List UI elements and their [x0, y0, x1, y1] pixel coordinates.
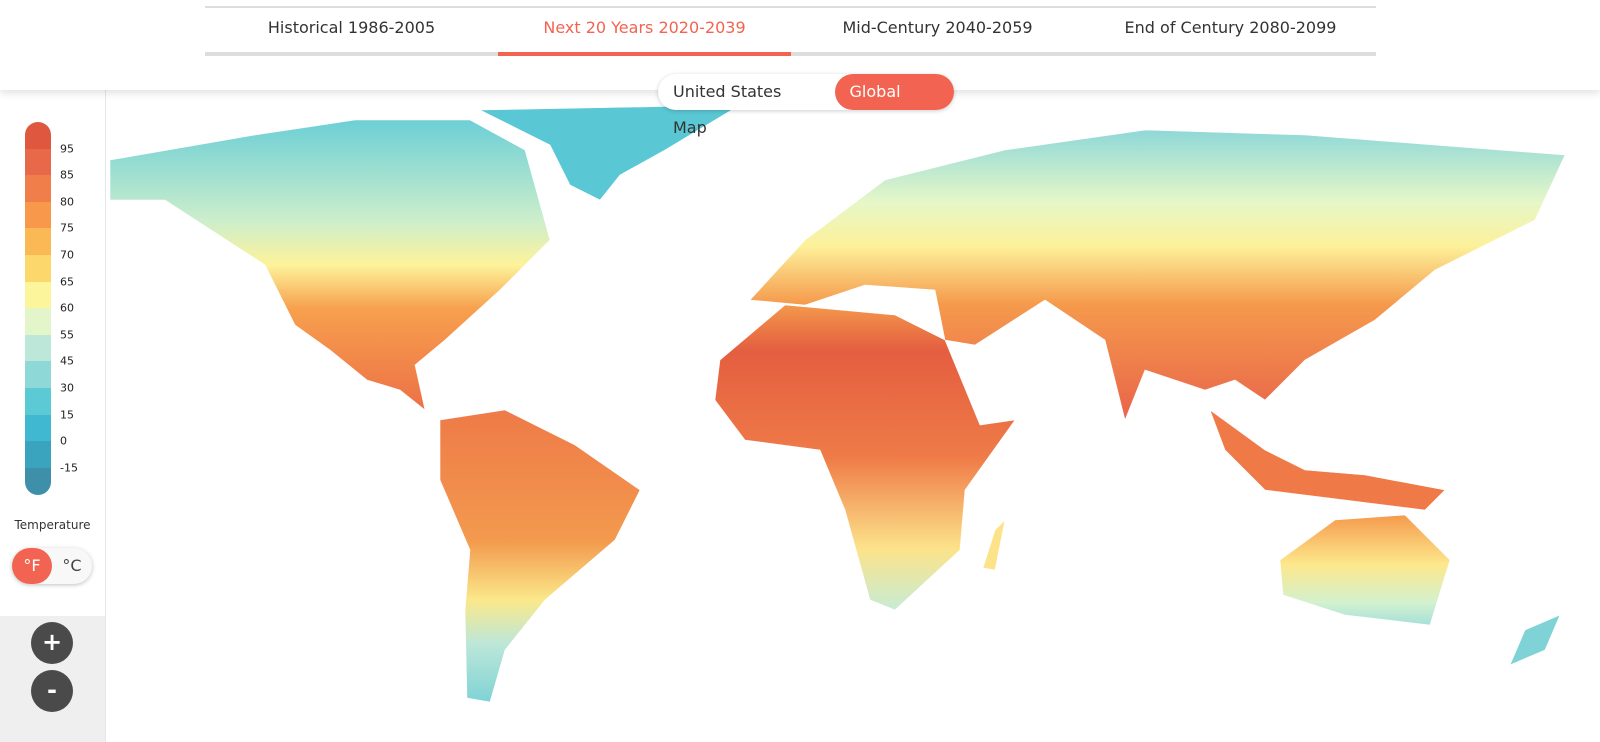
legend-swatch: [25, 281, 51, 309]
north-america: [109, 119, 551, 411]
unit-option[interactable]: °F: [12, 548, 52, 584]
australia: [1279, 514, 1451, 626]
legend-tick-label: 80: [60, 195, 74, 209]
tab[interactable]: Mid-Century 2040-2059: [842, 18, 1033, 37]
unit-option[interactable]: °C: [62, 556, 82, 575]
legend-swatch: [25, 228, 51, 256]
header: Historical 1986-2005 Next 20 Years 2020-2…: [0, 0, 1600, 90]
south-america: [439, 409, 641, 703]
madagascar: [982, 519, 1006, 571]
legend-swatch: [25, 388, 51, 416]
map-option[interactable]: Global Map: [834, 74, 954, 137]
tab-top-rule: [205, 6, 1376, 8]
tab[interactable]: Historical 1986-2005: [267, 18, 436, 37]
legend-swatch: [25, 175, 51, 203]
legend-swatch: [25, 414, 51, 442]
land: [109, 104, 1566, 703]
legend-tick-label: 30: [60, 381, 74, 395]
legend-tick-label: 70: [60, 248, 74, 262]
legend-swatch: [25, 467, 51, 495]
legend-swatch: [25, 441, 51, 469]
legend-swatch: [25, 148, 51, 176]
africa: [714, 304, 1016, 611]
legend-tick-label: 0: [60, 434, 67, 448]
legend-swatch: [25, 255, 51, 283]
legend-tick-label: 95: [60, 142, 74, 156]
zoom-in[interactable]: +: [31, 622, 73, 664]
legend-tick-label: 45: [60, 354, 74, 368]
active-tab-indicator: [498, 52, 791, 56]
legend-tick-label: 75: [60, 221, 74, 235]
legend-tick-label: 55: [60, 328, 74, 342]
greenland: [479, 104, 742, 201]
legend-tick-label: 65: [60, 275, 74, 289]
tab[interactable]: End of Century 2080-2099: [1124, 18, 1337, 37]
legend-tick-label: 85: [60, 168, 74, 182]
map-toggle: United States Map Global Map: [658, 74, 954, 137]
legend-swatch: [25, 334, 51, 362]
map-option[interactable]: United States Map: [673, 82, 782, 137]
legend-tick-label: 60: [60, 301, 74, 315]
legend-swatch: [25, 122, 51, 150]
legend-tick-label: -15: [60, 461, 78, 475]
legend-title: Temperature: [14, 518, 91, 532]
legend-swatch: [25, 361, 51, 389]
new-zealand: [1509, 614, 1561, 666]
legend-swatch: [25, 308, 51, 336]
tab[interactable]: Next 20 Years 2020-2039: [543, 18, 746, 37]
unit-toggle: °F °C: [12, 548, 92, 584]
legend-tick-label: 15: [60, 408, 74, 422]
eurasia: [749, 129, 1566, 421]
zoom-out[interactable]: -: [31, 670, 73, 712]
legend-swatch: [25, 201, 51, 229]
world-map: [109, 104, 1566, 703]
indonesia: [1209, 409, 1446, 511]
